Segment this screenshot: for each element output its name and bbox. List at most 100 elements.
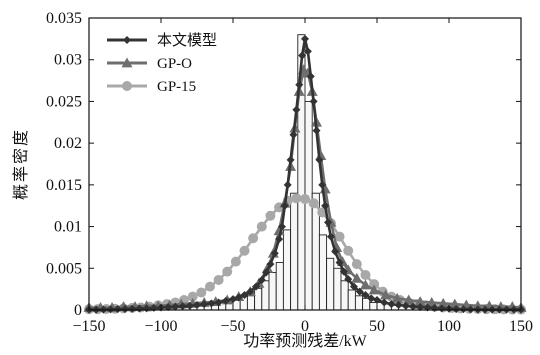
series-point: [373, 295, 381, 304]
histogram-bar: [268, 272, 277, 311]
series-point: [343, 245, 354, 256]
legend-entry: GP-O: [107, 56, 192, 72]
series-diamond: [85, 34, 525, 314]
histogram-bar: [254, 287, 263, 311]
series-point: [256, 221, 267, 232]
histogram-bar: [333, 267, 342, 311]
series-point: [298, 51, 307, 60]
series-point: [229, 295, 237, 304]
y-tick-label: 0.015: [46, 177, 82, 194]
series-point: [266, 260, 275, 269]
series-point: [121, 304, 129, 313]
series-point: [312, 126, 321, 135]
legend-label: GP-O: [157, 56, 192, 72]
series-point: [286, 155, 295, 164]
histogram-bar: [340, 280, 349, 311]
x-tick-label: 50: [369, 318, 385, 335]
series-point: [335, 258, 344, 267]
series-point: [291, 193, 302, 204]
series-point: [368, 284, 380, 295]
series-point: [185, 301, 194, 310]
series-point: [295, 80, 304, 89]
histogram-bar: [347, 289, 356, 311]
histogram-bar: [282, 229, 292, 311]
histogram-bar: [354, 295, 364, 311]
series-point: [351, 272, 363, 283]
series-point: [334, 231, 345, 242]
series-point: [355, 287, 364, 296]
series-point: [128, 304, 137, 313]
x-tick-label: 100: [437, 318, 461, 335]
axis-ticks: −150 −100 −50 0 50 100 150 0 0.005 0.01 0.015 0.02 0…: [46, 10, 533, 335]
series-point: [387, 300, 396, 309]
y-tick-label: 0: [74, 302, 82, 319]
y-tick-label: 0.025: [46, 93, 82, 110]
series-point: [121, 57, 133, 68]
series-point: [123, 36, 131, 44]
histogram-bar: [246, 295, 256, 311]
series-point: [257, 275, 266, 284]
legend-entry: 本文模型: [107, 32, 217, 49]
series-point: [359, 279, 371, 290]
series-point: [221, 296, 230, 305]
histogram: [117, 34, 479, 311]
series-point: [452, 305, 461, 314]
series-point: [394, 300, 403, 309]
series-point: [459, 305, 468, 314]
series-point: [178, 302, 187, 311]
x-tick-label: 0: [301, 318, 309, 335]
series-point: [280, 201, 289, 210]
series-point: [391, 292, 403, 303]
histogram-bar: [362, 297, 371, 311]
series-point: [306, 72, 315, 81]
series-point: [315, 155, 324, 164]
series-point: [275, 235, 284, 244]
series-point: [367, 294, 376, 303]
y-tick-label: 0.01: [54, 219, 82, 236]
series-point: [122, 81, 132, 91]
series-point: [239, 245, 250, 256]
series-point: [277, 222, 286, 231]
legend-label: GP-15: [157, 79, 196, 95]
y-axis-title: 概率密度: [12, 128, 30, 200]
series-point: [416, 303, 425, 312]
series-point: [308, 198, 319, 209]
x-tick-label: −50: [220, 318, 245, 335]
series-point: [360, 269, 371, 280]
histogram-bar: [275, 261, 284, 311]
series-point: [164, 303, 173, 312]
histogram-bar: [318, 234, 328, 311]
series-point: [240, 290, 249, 299]
series-point: [246, 287, 255, 296]
series-point: [265, 210, 276, 221]
series-point: [449, 298, 461, 309]
series-point: [303, 47, 312, 56]
series-point: [270, 249, 279, 258]
series-point: [200, 300, 209, 309]
series-point: [324, 218, 333, 227]
series-point: [409, 302, 417, 311]
series-point: [414, 296, 426, 307]
y-tick-label: 0.03: [54, 52, 82, 69]
series-point: [326, 232, 335, 241]
series-point: [309, 97, 318, 106]
series-point: [248, 233, 259, 244]
series-point: [361, 290, 370, 299]
series-point: [401, 301, 410, 310]
series-layer: [83, 34, 527, 315]
series-point: [207, 299, 216, 308]
series-point: [380, 298, 389, 307]
series-point: [252, 282, 261, 291]
legend-label: 本文模型: [157, 32, 217, 49]
series-point: [230, 256, 241, 267]
histogram-bar: [326, 257, 335, 311]
series-point: [213, 274, 224, 285]
x-tick-label: −100: [144, 318, 177, 335]
x-tick-label: 150: [509, 318, 533, 335]
series-point: [222, 266, 233, 277]
y-tick-label: 0.02: [54, 135, 82, 152]
series-point: [339, 267, 348, 276]
series-point: [283, 180, 292, 189]
